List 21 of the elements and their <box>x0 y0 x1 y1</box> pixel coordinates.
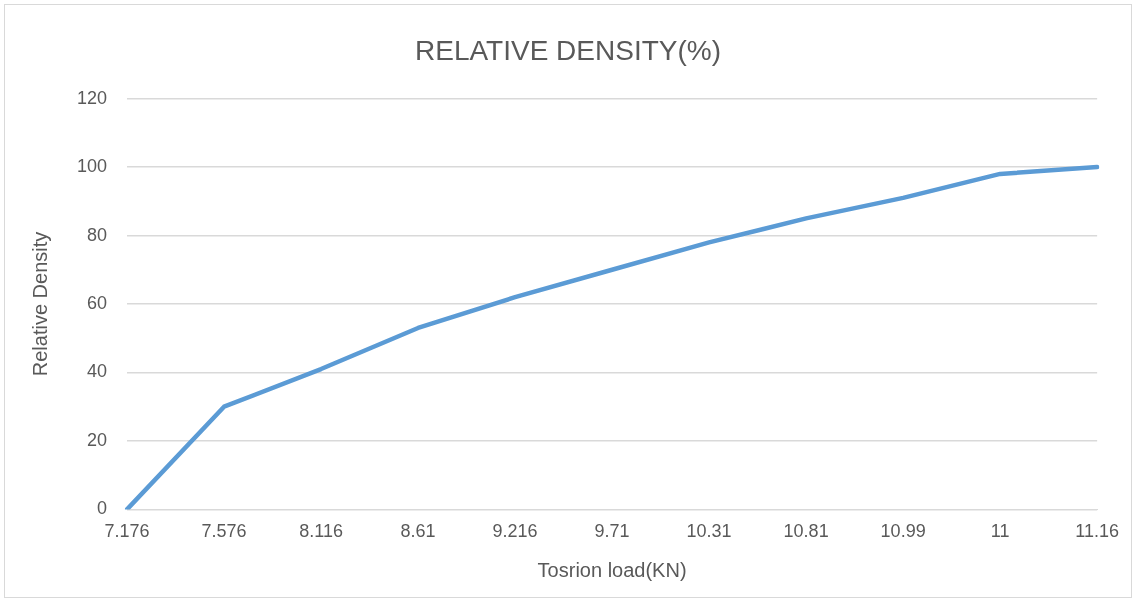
y-tick-label: 120 <box>76 87 108 108</box>
chart-title: RELATIVE DENSITY(%) <box>415 34 721 66</box>
x-axis-title: Tosrion load(KN) <box>537 558 687 581</box>
y-axis-title: Relative Density <box>28 231 51 377</box>
x-tick-label: 11 <box>990 521 1010 542</box>
y-tick-label: 0 <box>97 498 108 519</box>
x-tick-label: 10.99 <box>880 521 926 542</box>
y-tick-label: 60 <box>87 292 108 313</box>
x-tick-label: 7.576 <box>201 521 247 542</box>
x-tick-label: 9.216 <box>492 521 538 542</box>
y-tick-label: 20 <box>87 429 108 450</box>
x-tick-label: 8.61 <box>400 521 436 542</box>
x-tick-label: 10.31 <box>686 521 732 542</box>
y-tick-label: 80 <box>87 224 108 245</box>
x-tick-label: 8.116 <box>299 521 343 542</box>
y-tick-label: 100 <box>76 156 108 177</box>
y-tick-label: 40 <box>87 361 108 382</box>
x-tick-label: 7.176 <box>104 521 150 542</box>
x-tick-label: 10.81 <box>783 521 829 542</box>
x-tick-label: 11.16 <box>1075 521 1120 542</box>
x-tick-label: 9.71 <box>594 521 630 542</box>
